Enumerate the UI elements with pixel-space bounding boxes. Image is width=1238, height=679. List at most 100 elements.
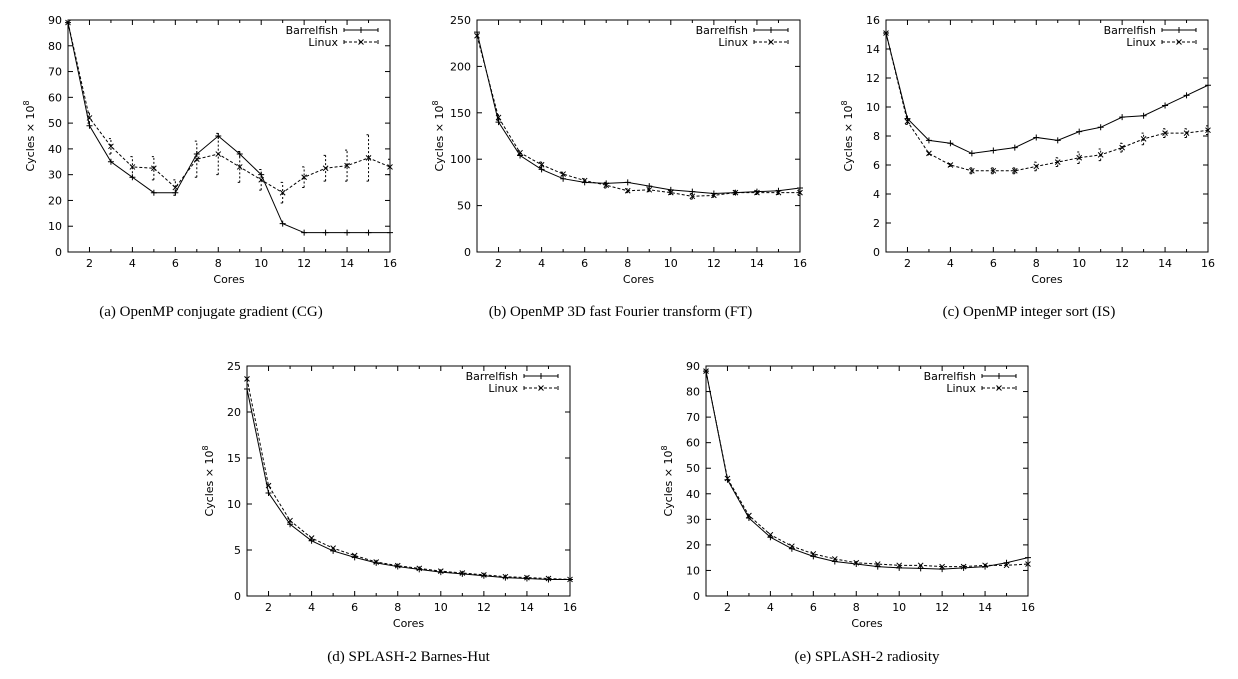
legend-marker <box>358 27 364 33</box>
y-tick-label: 60 <box>686 437 700 450</box>
y-axis-title-exponent: 8 <box>431 100 440 105</box>
legend-label: Barrelfish <box>1104 24 1156 37</box>
x-axis-title: Cores <box>393 617 424 630</box>
error-bar <box>604 181 609 189</box>
legend-label: Linux <box>718 36 748 49</box>
x-tick-label: 16 <box>793 257 807 270</box>
legend-label: Barrelfish <box>466 370 518 383</box>
legend-label: Linux <box>308 36 338 49</box>
series-linux <box>65 19 393 204</box>
data-point <box>265 482 272 489</box>
data-point <box>481 571 487 578</box>
data-point <box>437 569 444 576</box>
data-point <box>775 189 782 196</box>
data-point <box>322 165 329 172</box>
x-tick-label: 6 <box>351 601 358 614</box>
y-tick-label: 10 <box>48 220 62 233</box>
data-point <box>947 162 954 168</box>
y-tick-label: 30 <box>48 169 62 182</box>
data-point <box>215 151 222 157</box>
data-point <box>523 575 530 582</box>
data-point <box>502 573 509 580</box>
y-tick-label: 10 <box>866 101 880 114</box>
data-point <box>279 189 286 196</box>
y-axis-title: Cycles × 108 <box>201 445 216 516</box>
y-axis-title-base: Cycles × 10 <box>433 106 446 172</box>
data-point <box>1162 102 1169 109</box>
x-tick-label: 14 <box>520 601 534 614</box>
x-tick-label: 14 <box>340 257 354 270</box>
series-linux <box>474 32 803 200</box>
legend-label: Linux <box>946 382 976 395</box>
y-tick-label: 200 <box>450 60 471 73</box>
legend-endcap <box>523 374 559 378</box>
data-point <box>394 563 401 570</box>
error-bar <box>539 161 544 169</box>
data-point <box>831 556 838 562</box>
data-point <box>754 189 760 196</box>
legend-marker <box>996 385 1002 391</box>
error-bar <box>259 169 264 191</box>
y-axis-title-exponent: 8 <box>201 445 210 450</box>
x-tick-label: 10 <box>434 601 448 614</box>
y-tick-label: 6 <box>873 159 880 172</box>
data-point <box>667 186 674 193</box>
series-linux <box>244 376 573 583</box>
error-bar <box>798 189 802 196</box>
data-point <box>387 164 393 170</box>
data-point <box>1054 159 1061 165</box>
data-point <box>703 368 709 374</box>
y-tick-label: 16 <box>866 14 880 27</box>
y-tick-label: 50 <box>457 200 471 213</box>
data-point <box>474 32 480 39</box>
error-bar <box>388 158 392 176</box>
data-point <box>517 149 523 156</box>
y-tick-label: 30 <box>686 513 700 526</box>
legend-marker <box>768 27 774 33</box>
data-point <box>969 167 975 174</box>
data-point <box>244 376 250 382</box>
error-bar <box>237 150 242 183</box>
data-point <box>301 174 307 181</box>
error-bar <box>905 118 910 125</box>
data-point <box>1183 130 1190 136</box>
data-point <box>1119 144 1125 151</box>
data-point <box>1140 112 1147 119</box>
y-tick-label: 4 <box>873 188 880 201</box>
data-point <box>287 517 293 524</box>
data-point <box>667 189 674 196</box>
y-tick-label: 12 <box>866 72 880 85</box>
data-point <box>926 150 932 157</box>
y-tick-label: 250 <box>450 14 471 27</box>
chart-caption: (d) SPLASH-2 Barnes-Hut <box>327 649 490 665</box>
x-tick-label: 8 <box>624 257 631 270</box>
data-point <box>982 562 988 569</box>
chart-caption: (c) OpenMP integer sort (IS) <box>943 304 1116 320</box>
data-point <box>279 220 286 227</box>
data-point <box>939 563 945 570</box>
data-point <box>624 187 631 194</box>
x-tick-label: 2 <box>904 257 911 270</box>
legend-endcap <box>981 374 1017 378</box>
legend-marker <box>538 385 544 391</box>
error-bar <box>345 149 350 182</box>
chart-caption: (e) SPLASH-2 radiosity <box>795 649 940 665</box>
data-point <box>1162 130 1168 136</box>
x-axis-title: Cores <box>213 273 244 286</box>
data-point <box>1183 92 1190 99</box>
series-line <box>476 35 800 197</box>
data-point <box>1076 154 1083 161</box>
y-axis-title-exponent: 8 <box>22 100 31 105</box>
error-bar <box>366 134 371 182</box>
y-tick-label: 0 <box>693 590 700 603</box>
data-point <box>883 30 889 36</box>
y-tick-label: 15 <box>227 452 241 465</box>
series-line <box>705 371 1029 570</box>
data-point <box>560 171 566 177</box>
series-linux <box>703 368 1031 570</box>
y-tick-label: 60 <box>48 91 62 104</box>
x-tick-label: 10 <box>1072 257 1086 270</box>
y-tick-label: 50 <box>686 462 700 475</box>
